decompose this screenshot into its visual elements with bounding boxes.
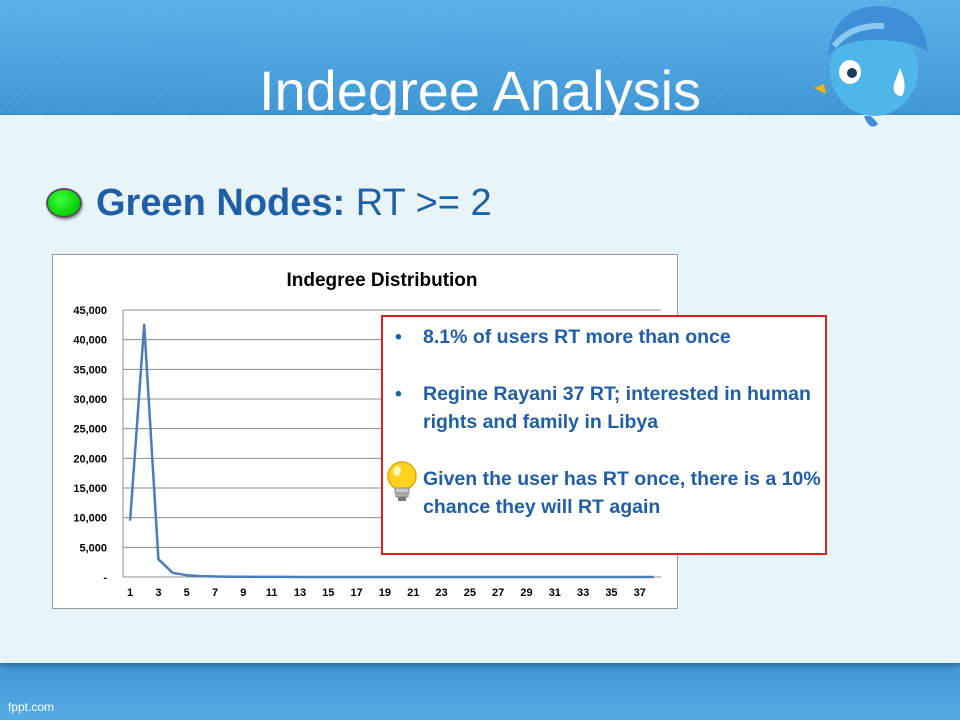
y-tick-label: 35,000 (73, 364, 107, 376)
slide-title: Indegree Analysis (258, 59, 702, 122)
x-tick-label: 31 (549, 587, 561, 599)
x-tick-label: 1 (127, 587, 133, 599)
x-tick-label: 27 (492, 587, 504, 599)
bullet-glyph: • (395, 326, 402, 348)
y-tick-label: 40,000 (73, 335, 107, 347)
x-tick-label: 33 (577, 587, 589, 599)
y-tick-label: 15,000 (73, 483, 107, 495)
x-tick-label: 29 (520, 587, 532, 599)
x-tick-label: 13 (294, 587, 306, 599)
y-tick-label: 45,000 (73, 305, 107, 317)
callout-item: Given the user has RT once, there is a 1… (423, 465, 823, 521)
bullet-glyph: • (395, 383, 402, 405)
x-tick-label: 11 (266, 587, 278, 599)
x-tick-label: 3 (155, 587, 161, 599)
green-nodes-text: Green Nodes: RT >= 2 (96, 182, 492, 225)
callout-item-text: Given the user has RT once, there is a 1… (423, 468, 821, 518)
y-tick-label: 25,000 (73, 424, 107, 436)
findings-callout: • 8.1% of users RT more than once • Regine… (381, 315, 827, 555)
y-tick-label: 10,000 (73, 513, 107, 525)
header-band (0, 0, 960, 120)
x-tick-label: 7 (212, 587, 218, 599)
lightbulb-icon (387, 461, 417, 501)
x-tick-label: 35 (605, 587, 617, 599)
y-tick-label: 30,000 (73, 394, 107, 406)
green-nodes-bullet: Green Nodes: RT >= 2 (46, 178, 492, 228)
x-tick-label: 37 (634, 587, 646, 599)
callout-item-text: Regine Rayani 37 RT; interested in human… (423, 383, 811, 433)
x-tick-label: 15 (322, 587, 334, 599)
x-tick-label: 9 (240, 587, 246, 599)
x-tick-label: 23 (435, 587, 447, 599)
y-tick-label: 5,000 (79, 542, 107, 554)
bird-mascot-icon (814, 6, 928, 127)
chart-title: Indegree Distribution (286, 270, 477, 291)
footer-credit: fppt.com (8, 700, 55, 714)
green-node-icon (46, 188, 82, 218)
x-tick-label: 5 (184, 587, 190, 599)
bullet-rest-label: RT >= 2 (345, 181, 492, 224)
callout-item-text: 8.1% of users RT more than once (423, 326, 731, 348)
x-tick-label: 21 (407, 587, 419, 599)
y-tick-label: 20,000 (73, 453, 107, 465)
x-tick-label: 25 (464, 587, 476, 599)
y-tick-label: - (103, 572, 107, 584)
x-tick-label: 19 (379, 587, 391, 599)
footer-band (0, 662, 960, 720)
series-line (128, 323, 654, 579)
callout-item: • Regine Rayani 37 RT; interested in huma… (395, 380, 823, 436)
x-tick-label: 17 (350, 587, 362, 599)
callout-item: • 8.1% of users RT more than once (395, 323, 823, 351)
bullet-bold-label: Green Nodes: (96, 181, 346, 224)
